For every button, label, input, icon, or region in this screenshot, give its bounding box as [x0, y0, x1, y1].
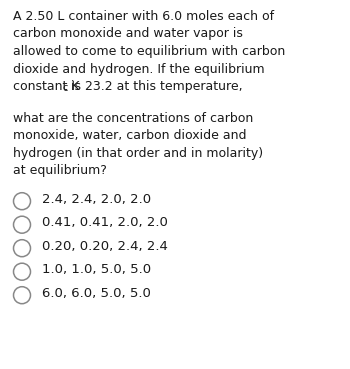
Text: what are the concentrations of carbon: what are the concentrations of carbon: [13, 111, 253, 124]
Text: 0.41, 0.41, 2.0, 2.0: 0.41, 0.41, 2.0, 2.0: [42, 216, 168, 229]
Text: 6.0, 6.0, 5.0, 5.0: 6.0, 6.0, 5.0, 5.0: [42, 287, 151, 300]
Circle shape: [14, 193, 30, 210]
Text: A 2.50 L container with 6.0 moles each of: A 2.50 L container with 6.0 moles each o…: [13, 10, 274, 23]
Circle shape: [14, 263, 30, 280]
Text: monoxide, water, carbon dioxide and: monoxide, water, carbon dioxide and: [13, 129, 246, 142]
Text: 0.20, 0.20, 2.4, 2.4: 0.20, 0.20, 2.4, 2.4: [42, 240, 168, 253]
Circle shape: [14, 216, 30, 233]
Text: at equilibrium?: at equilibrium?: [13, 164, 107, 177]
Text: is 23.2 at this temperature,: is 23.2 at this temperature,: [67, 80, 243, 93]
Text: dioxide and hydrogen. If the equilibrium: dioxide and hydrogen. If the equilibrium: [13, 62, 265, 76]
Text: constant K: constant K: [13, 80, 79, 93]
Text: carbon monoxide and water vapor is: carbon monoxide and water vapor is: [13, 28, 243, 41]
Circle shape: [14, 240, 30, 257]
Text: c: c: [63, 83, 68, 93]
Circle shape: [14, 287, 30, 304]
Text: 2.4, 2.4, 2.0, 2.0: 2.4, 2.4, 2.0, 2.0: [42, 193, 151, 206]
Text: 1.0, 1.0, 5.0, 5.0: 1.0, 1.0, 5.0, 5.0: [42, 263, 151, 276]
Text: allowed to come to equilibrium with carbon: allowed to come to equilibrium with carb…: [13, 45, 285, 58]
Text: hydrogen (in that order and in molarity): hydrogen (in that order and in molarity): [13, 146, 263, 159]
